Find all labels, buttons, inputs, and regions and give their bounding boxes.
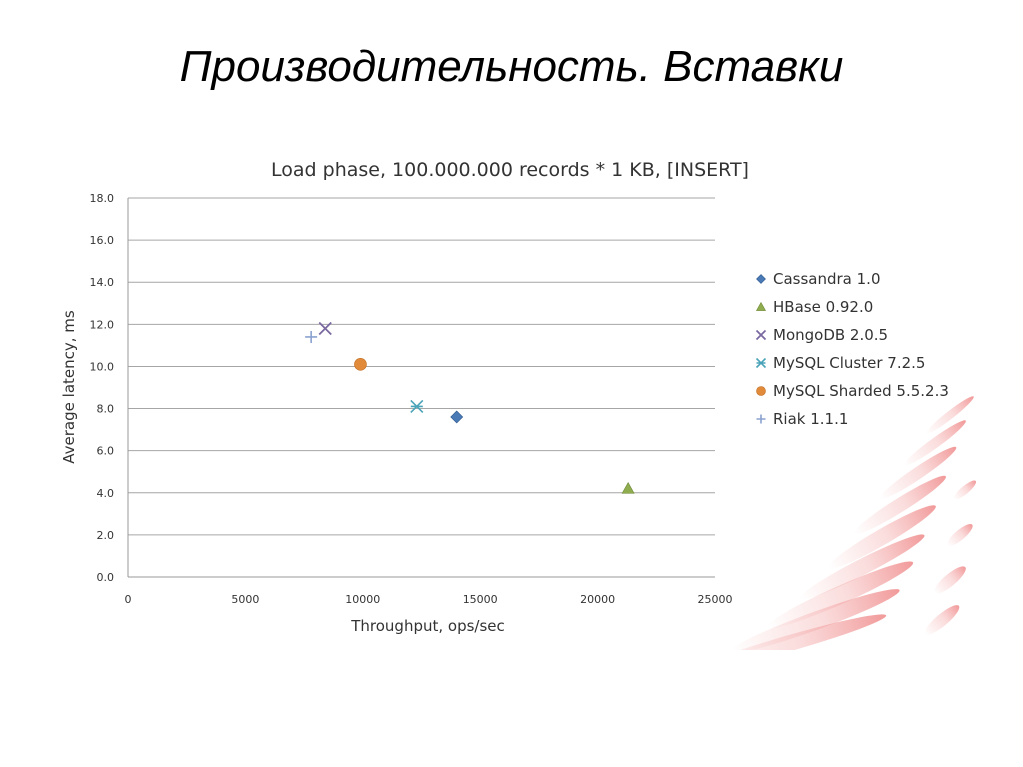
gridlines (128, 197, 715, 578)
y-tick-label: 2.0 (97, 529, 115, 542)
legend-label: MySQL Cluster 7.2.5 (773, 354, 925, 372)
y-tick-label: 10.0 (90, 360, 115, 373)
data-point (450, 410, 464, 424)
legend-item: HBase 0.92.0 (755, 298, 873, 316)
y-tick-label: 0.0 (97, 571, 115, 584)
y-tick-label: 8.0 (97, 403, 115, 416)
y-tick-label: 6.0 (97, 445, 115, 458)
data-point (305, 330, 318, 343)
slide-title: Производительность. Вставки (179, 42, 844, 91)
legend-item: Riak 1.1.1 (756, 410, 848, 428)
x-axis-title: Throughput, ops/sec (350, 617, 505, 635)
x-tick-label: 10000 (345, 593, 380, 606)
legend-label: MongoDB 2.0.5 (773, 326, 888, 344)
legend-marker (755, 301, 767, 311)
data-point (410, 399, 424, 414)
y-tick-label: 12.0 (90, 318, 115, 331)
legend-marker (756, 414, 766, 424)
legend-item: MySQL Cluster 7.2.5 (755, 354, 925, 372)
data-points (305, 321, 635, 494)
legend-marker (756, 274, 766, 284)
chart-title: Load phase, 100.000.000 records * 1 KB, … (271, 159, 749, 181)
x-axis: 0 5000 10000 15000 20000 25000 (125, 593, 733, 606)
legend: Cassandra 1.0 HBase 0.92.0 MongoDB 2.0.5 My… (755, 270, 949, 428)
x-tick-label: 0 (125, 593, 132, 606)
x-tick-label: 15000 (463, 593, 498, 606)
y-axis: 0.0 2.0 4.0 6.0 8.0 10.0 12.0 14.0 16.0 18.0 (90, 192, 129, 584)
legend-item: MySQL Sharded 5.5.2.3 (756, 382, 949, 400)
legend-label: HBase 0.92.0 (773, 298, 873, 316)
y-tick-label: 4.0 (97, 487, 115, 500)
y-tick-label: 14.0 (90, 276, 115, 289)
x-tick-label: 5000 (231, 593, 259, 606)
data-point (318, 321, 332, 336)
legend-item: MongoDB 2.0.5 (755, 326, 888, 344)
y-axis-title: Average latency, ms (60, 310, 78, 464)
decorative-swoosh-graphic (693, 396, 977, 650)
data-point (354, 358, 367, 371)
y-tick-label: 16.0 (90, 234, 115, 247)
legend-label: Cassandra 1.0 (773, 270, 881, 288)
x-tick-label: 20000 (580, 593, 615, 606)
data-point (621, 481, 635, 494)
legend-label: Riak 1.1.1 (773, 410, 848, 428)
legend-marker (756, 386, 766, 396)
legend-label: MySQL Sharded 5.5.2.3 (773, 382, 949, 400)
legend-item: Cassandra 1.0 (756, 270, 881, 288)
legend-marker (755, 329, 767, 341)
x-tick-label: 25000 (698, 593, 733, 606)
y-tick-label: 18.0 (90, 192, 115, 205)
legend-marker (755, 357, 767, 369)
